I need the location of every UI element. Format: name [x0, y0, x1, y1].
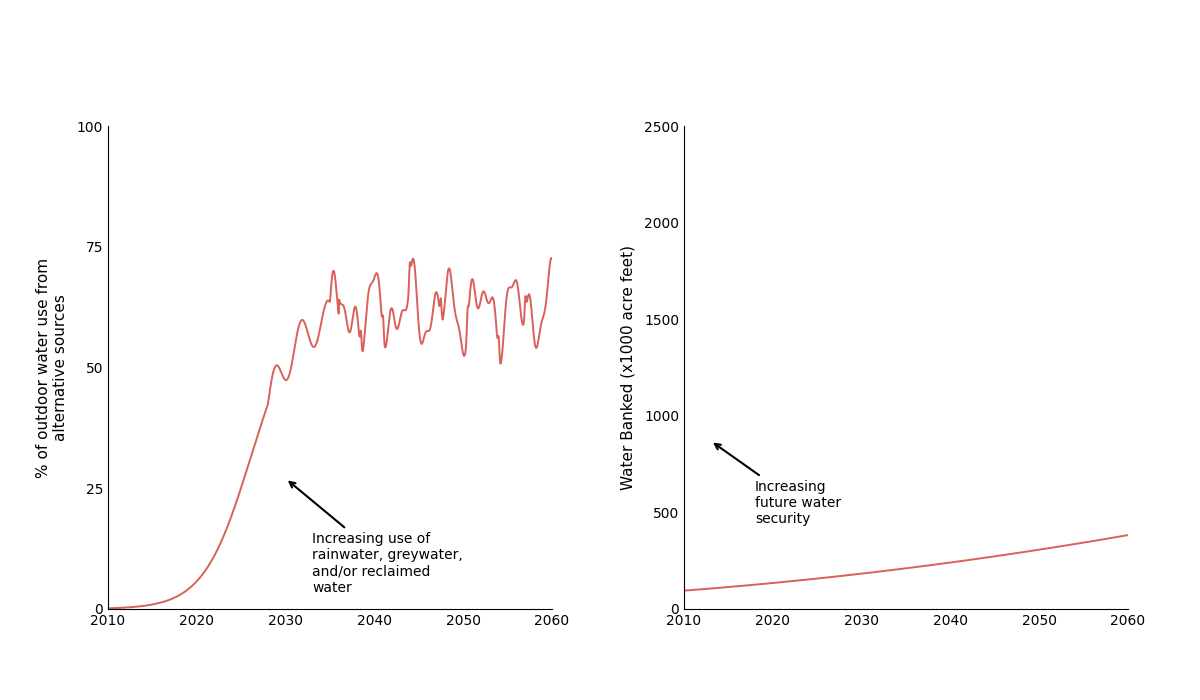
Y-axis label: Water Banked (x1000 acre feet): Water Banked (x1000 acre feet): [620, 245, 636, 490]
Text: Increasing
future water
security: Increasing future water security: [715, 444, 841, 526]
Text: Increasing use of
rainwater, greywater,
and/or reclaimed
water: Increasing use of rainwater, greywater, …: [289, 482, 463, 594]
Y-axis label: % of outdoor water use from
alternative sources: % of outdoor water use from alternative …: [36, 258, 68, 477]
